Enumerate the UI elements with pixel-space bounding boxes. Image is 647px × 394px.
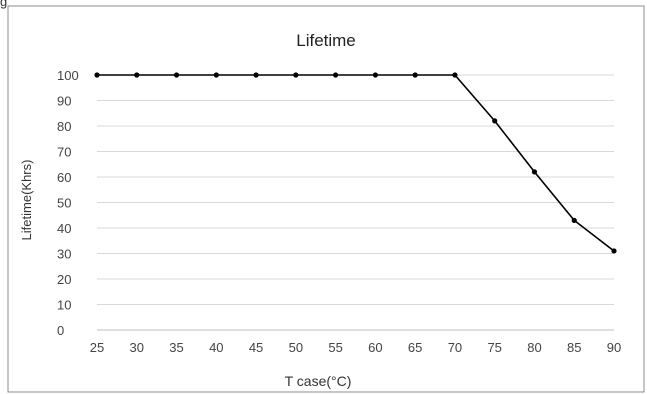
series-line bbox=[97, 74, 615, 252]
x-tick-label: 55 bbox=[328, 340, 342, 355]
y-tick-label: 60 bbox=[57, 170, 71, 185]
x-tick-label: 35 bbox=[169, 340, 183, 355]
gridlines bbox=[97, 74, 614, 331]
chart-title: Lifetime bbox=[296, 31, 356, 50]
x-tick-label: 30 bbox=[130, 340, 144, 355]
x-tick-label: 50 bbox=[289, 340, 303, 355]
y-tick-label: 30 bbox=[57, 247, 71, 262]
y-tick-label: 10 bbox=[57, 298, 71, 313]
data-point bbox=[134, 72, 140, 78]
x-tick-label: 40 bbox=[209, 340, 223, 355]
y-tick-label: 20 bbox=[57, 272, 71, 287]
x-tick-labels: 25 30 35 40 45 50 55 60 65 70 75 80 85 90 bbox=[90, 340, 621, 355]
y-tick-label: 0 bbox=[57, 323, 64, 338]
y-tick-label: 50 bbox=[57, 196, 71, 211]
data-point bbox=[571, 217, 577, 223]
x-tick-label: 70 bbox=[448, 340, 462, 355]
y-tick-label: 90 bbox=[57, 94, 71, 109]
series-group bbox=[94, 72, 617, 254]
x-tick-label: 65 bbox=[408, 340, 422, 355]
x-tick-label: 60 bbox=[368, 340, 382, 355]
chart-frame bbox=[7, 5, 645, 393]
x-tick-label: 25 bbox=[90, 340, 104, 355]
y-tick-label: 40 bbox=[57, 221, 71, 236]
y-axis-label: Lifetime(Khrs) bbox=[19, 160, 34, 241]
y-tick-label: 80 bbox=[57, 119, 71, 134]
y-tick-label: 70 bbox=[57, 145, 71, 160]
data-point bbox=[173, 72, 180, 78]
data-point bbox=[253, 72, 259, 78]
data-point bbox=[611, 248, 617, 254]
y-tick-label: 100 bbox=[57, 68, 79, 83]
x-tick-label: 85 bbox=[567, 340, 581, 355]
x-tick-label: 90 bbox=[607, 340, 621, 355]
cropped-text-fragment: g bbox=[0, 0, 8, 9]
data-point bbox=[372, 72, 378, 78]
data-point bbox=[531, 169, 538, 175]
x-axis-label: T case(°C) bbox=[285, 373, 352, 389]
data-point bbox=[213, 72, 219, 78]
x-tick-label: 80 bbox=[527, 340, 541, 355]
data-point bbox=[452, 72, 458, 78]
data-point bbox=[333, 72, 339, 78]
x-tick-label: 75 bbox=[487, 340, 501, 355]
data-point bbox=[492, 118, 498, 124]
data-point bbox=[293, 72, 299, 78]
data-point bbox=[94, 72, 100, 78]
data-point bbox=[412, 72, 418, 78]
y-tick-labels: 0 10 20 30 40 50 60 70 80 90 100 bbox=[57, 68, 79, 338]
x-tick-label: 45 bbox=[249, 340, 263, 355]
